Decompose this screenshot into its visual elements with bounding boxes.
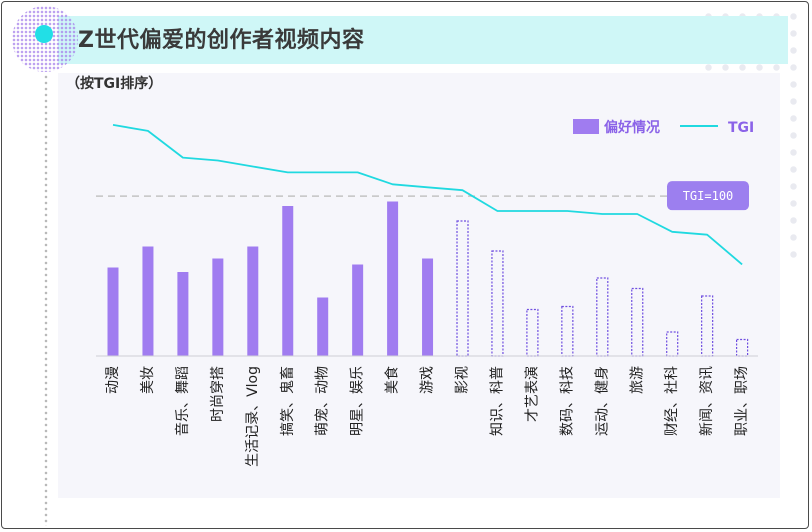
bar-13 bbox=[526, 308, 539, 357]
x-tick-label-3: 音乐、舞蹈 bbox=[174, 366, 191, 436]
bar-14 bbox=[561, 305, 574, 357]
bar-1 bbox=[107, 267, 119, 356]
x-tick-label-13: 才艺表演 bbox=[524, 366, 540, 422]
bar-17 bbox=[666, 331, 679, 357]
x-tick-label-6: 搞笑、鬼畜 bbox=[280, 366, 296, 436]
x-tick-label-4: 时尚穿搭 bbox=[210, 366, 226, 422]
title-bullet-icon bbox=[35, 25, 53, 43]
tgi-line bbox=[112, 124, 743, 266]
bar-2 bbox=[142, 246, 154, 356]
bar-9 bbox=[387, 201, 399, 356]
bar-16 bbox=[631, 287, 644, 357]
x-tick-label-9: 美食 bbox=[384, 366, 401, 394]
x-tick-label-15: 运动、健身 bbox=[594, 366, 610, 436]
x-tick-labels: 动漫 美妆 音乐、舞蹈 时尚穿搭 生活记录、Vlog 搞笑、鬼畜 萌宠、动物 明星、娱乐 美食游… bbox=[105, 366, 750, 467]
bar-10 bbox=[422, 258, 434, 356]
legend: 偏好情况 TGI bbox=[573, 119, 754, 136]
dotted-divider bbox=[44, 74, 48, 526]
bar-8 bbox=[352, 264, 364, 356]
reference-label: TGI=100 bbox=[683, 189, 734, 203]
page-title: Z世代偏爱的创作者视频内容 bbox=[78, 28, 365, 53]
x-tick-label-14: 数码、科技 bbox=[559, 366, 575, 436]
x-tick-label-1: 动漫 bbox=[105, 366, 121, 394]
x-tick-label-12: 知识、科普 bbox=[488, 366, 505, 436]
bar-7 bbox=[317, 297, 329, 356]
bar-18 bbox=[701, 295, 714, 357]
x-tick-label-5: 生活记录、Vlog bbox=[245, 366, 261, 467]
reference-line-group: TGI=100 bbox=[96, 181, 749, 211]
x-tick-label-11: 影视 bbox=[455, 366, 471, 394]
x-tick-label-2: 美妆 bbox=[140, 366, 156, 394]
bar-4 bbox=[212, 258, 224, 356]
legend-label-line: TGI bbox=[728, 120, 754, 136]
bar-6 bbox=[282, 206, 294, 356]
x-tick-label-7: 萌宠、动物 bbox=[315, 366, 331, 436]
reference-badge bbox=[667, 181, 749, 211]
title-banner bbox=[58, 16, 788, 64]
x-tick-label-18: 新闻、资讯 bbox=[699, 366, 715, 436]
x-tick-label-17: 财经、社科 bbox=[664, 366, 680, 436]
x-tick-label-16: 旅游 bbox=[629, 366, 645, 394]
bars bbox=[107, 201, 749, 357]
tgi-line-group bbox=[112, 124, 743, 266]
bar-5 bbox=[247, 246, 259, 356]
legend-label-bar: 偏好情况 bbox=[604, 119, 660, 136]
x-tick-label-19: 职业、职场 bbox=[734, 366, 750, 436]
bar-15 bbox=[596, 277, 609, 357]
bar-12 bbox=[491, 250, 504, 357]
x-tick-label-10: 游戏 bbox=[420, 366, 436, 394]
bar-11 bbox=[456, 220, 469, 357]
legend-swatch-bar bbox=[573, 119, 599, 134]
chart-subtitle: （按TGI排序） bbox=[66, 76, 163, 92]
x-tick-label-8: 明星、娱乐 bbox=[350, 366, 366, 436]
bar-3 bbox=[177, 272, 189, 356]
bar-19 bbox=[735, 338, 749, 357]
